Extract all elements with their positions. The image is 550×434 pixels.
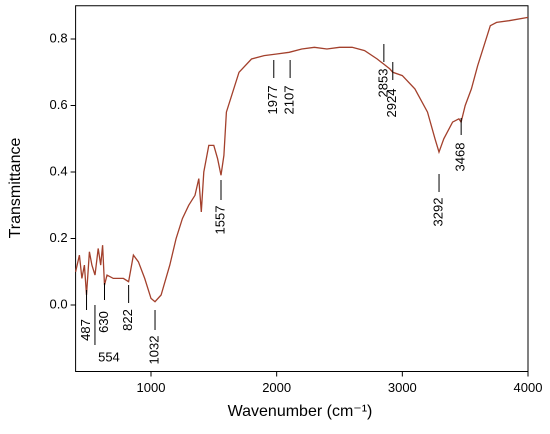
x-tick-label: 3000 — [388, 380, 417, 395]
peak-label: 487 — [78, 319, 93, 341]
plot-frame — [75, 5, 529, 372]
y-tick-label: 0.4 — [50, 163, 68, 178]
peak-label: 1032 — [146, 336, 161, 365]
peak-label: 3468 — [453, 143, 468, 172]
peak-label: 554 — [98, 349, 120, 364]
x-tick-label: 2000 — [262, 380, 291, 395]
y-tick-label: 0.0 — [50, 296, 68, 311]
peak-label: 3292 — [430, 198, 445, 227]
peak-label: 630 — [96, 311, 111, 333]
y-axis-label: Transmittance — [7, 138, 24, 239]
peak-label: 1977 — [265, 86, 280, 115]
peak-label: 2107 — [282, 86, 297, 115]
x-tick-label: 4000 — [514, 380, 543, 395]
peak-label: 1557 — [212, 206, 227, 235]
y-tick-label: 0.8 — [50, 30, 68, 45]
y-tick-label: 0.6 — [50, 97, 68, 112]
x-axis-label: Wavenumber (cm⁻¹) — [228, 403, 373, 420]
x-tick-label: 1000 — [137, 380, 166, 395]
y-tick-label: 0.2 — [50, 230, 68, 245]
peak-label: 2853 — [375, 69, 390, 98]
peak-label: 822 — [120, 309, 135, 331]
peak-label: 2924 — [384, 89, 399, 118]
